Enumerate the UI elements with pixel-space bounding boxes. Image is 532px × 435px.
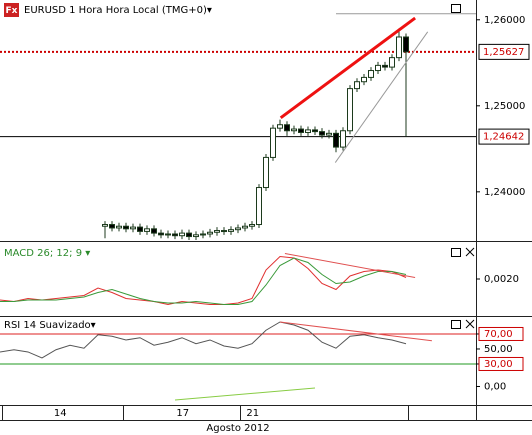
candle-body xyxy=(368,70,374,78)
logo-icon xyxy=(4,3,19,17)
candle-body xyxy=(333,132,339,148)
x-axis-label: Agosto 2012 xyxy=(206,423,269,434)
candle-body xyxy=(179,232,185,237)
candle-body xyxy=(137,226,143,232)
candle-body xyxy=(319,131,325,136)
candle-body xyxy=(193,234,199,238)
candle-body xyxy=(242,225,248,229)
maximize-button[interactable] xyxy=(451,320,461,329)
series-line xyxy=(0,255,407,306)
maximize-button[interactable] xyxy=(451,248,461,257)
series-line xyxy=(0,257,407,305)
candle-body xyxy=(263,156,269,189)
maximize-button[interactable] xyxy=(451,4,461,13)
candle-body xyxy=(200,233,206,236)
candle-body xyxy=(158,232,164,236)
price-tag-box xyxy=(478,128,530,145)
candle-body xyxy=(186,232,192,238)
candle-body xyxy=(256,187,262,226)
price-tag-label: 1,24642 xyxy=(483,132,524,143)
candle-body xyxy=(389,57,395,68)
panel-title: EURUSD 1 Hora Hora Local (TMG+0)▾ xyxy=(24,5,212,16)
y-tick-label: 50,00 xyxy=(484,344,513,355)
panel-title: RSI 14 Suavizado▾ xyxy=(4,320,96,331)
y-tick-label: 1,26000 xyxy=(484,15,525,26)
candle-body xyxy=(284,124,290,132)
candle-body xyxy=(305,129,311,133)
candle-body xyxy=(228,229,234,232)
price-tag-label: 1,25627 xyxy=(483,47,524,58)
candle-body xyxy=(403,36,409,53)
candle-body xyxy=(347,88,353,132)
y-tick-box xyxy=(478,356,524,371)
candle-body xyxy=(165,233,171,236)
y-tick-label: 30,00 xyxy=(484,359,513,370)
candle-body xyxy=(207,231,213,235)
price-tag-box xyxy=(478,43,530,60)
candle-body xyxy=(151,228,157,234)
series-line xyxy=(0,321,407,359)
candle-body xyxy=(214,230,220,233)
candle-body xyxy=(144,228,150,232)
candle-body xyxy=(375,64,381,72)
candle-body xyxy=(340,130,346,148)
close-button[interactable] xyxy=(465,319,475,329)
close-button[interactable] xyxy=(465,247,475,257)
candle-body xyxy=(172,233,178,237)
y-tick-label: 0,00 xyxy=(484,381,506,392)
candle-body xyxy=(291,128,297,132)
candle-body xyxy=(270,127,276,158)
candle-body xyxy=(116,225,122,229)
candle-body xyxy=(102,224,108,227)
x-tick-label: 17 xyxy=(176,408,189,419)
candle-body xyxy=(382,64,388,68)
candle-body xyxy=(354,81,360,90)
y-tick-label: 1,24000 xyxy=(484,187,525,198)
candle-body xyxy=(326,132,332,136)
candle-body xyxy=(277,124,283,129)
panel-buttons xyxy=(451,4,475,329)
candle-body xyxy=(298,128,304,133)
trend-line xyxy=(174,387,316,401)
candle-body xyxy=(221,230,227,233)
panel-title: MACD 26; 12; 9 ▾ xyxy=(4,248,90,259)
y-tick-box xyxy=(478,326,524,341)
trend-line xyxy=(279,16,416,120)
candle-body xyxy=(123,225,129,230)
x-tick-label: 14 xyxy=(54,408,67,419)
frame xyxy=(0,0,532,421)
y-tick-label: 1,25000 xyxy=(484,101,525,112)
trend-line xyxy=(284,253,416,278)
candle-body xyxy=(249,224,255,227)
trend-line xyxy=(279,321,432,342)
logo-text: Fx xyxy=(6,6,18,16)
candle-body xyxy=(312,129,318,133)
candle-body xyxy=(361,76,367,83)
trend-line xyxy=(334,31,429,163)
y-tick-label: 70,00 xyxy=(484,329,513,340)
candle-body xyxy=(235,227,241,231)
x-tick-label: 21 xyxy=(246,408,259,419)
candle-body xyxy=(109,224,115,229)
y-tick-label: 0,0020 xyxy=(484,274,519,285)
candle-body xyxy=(130,226,136,230)
candle-body xyxy=(396,36,402,59)
